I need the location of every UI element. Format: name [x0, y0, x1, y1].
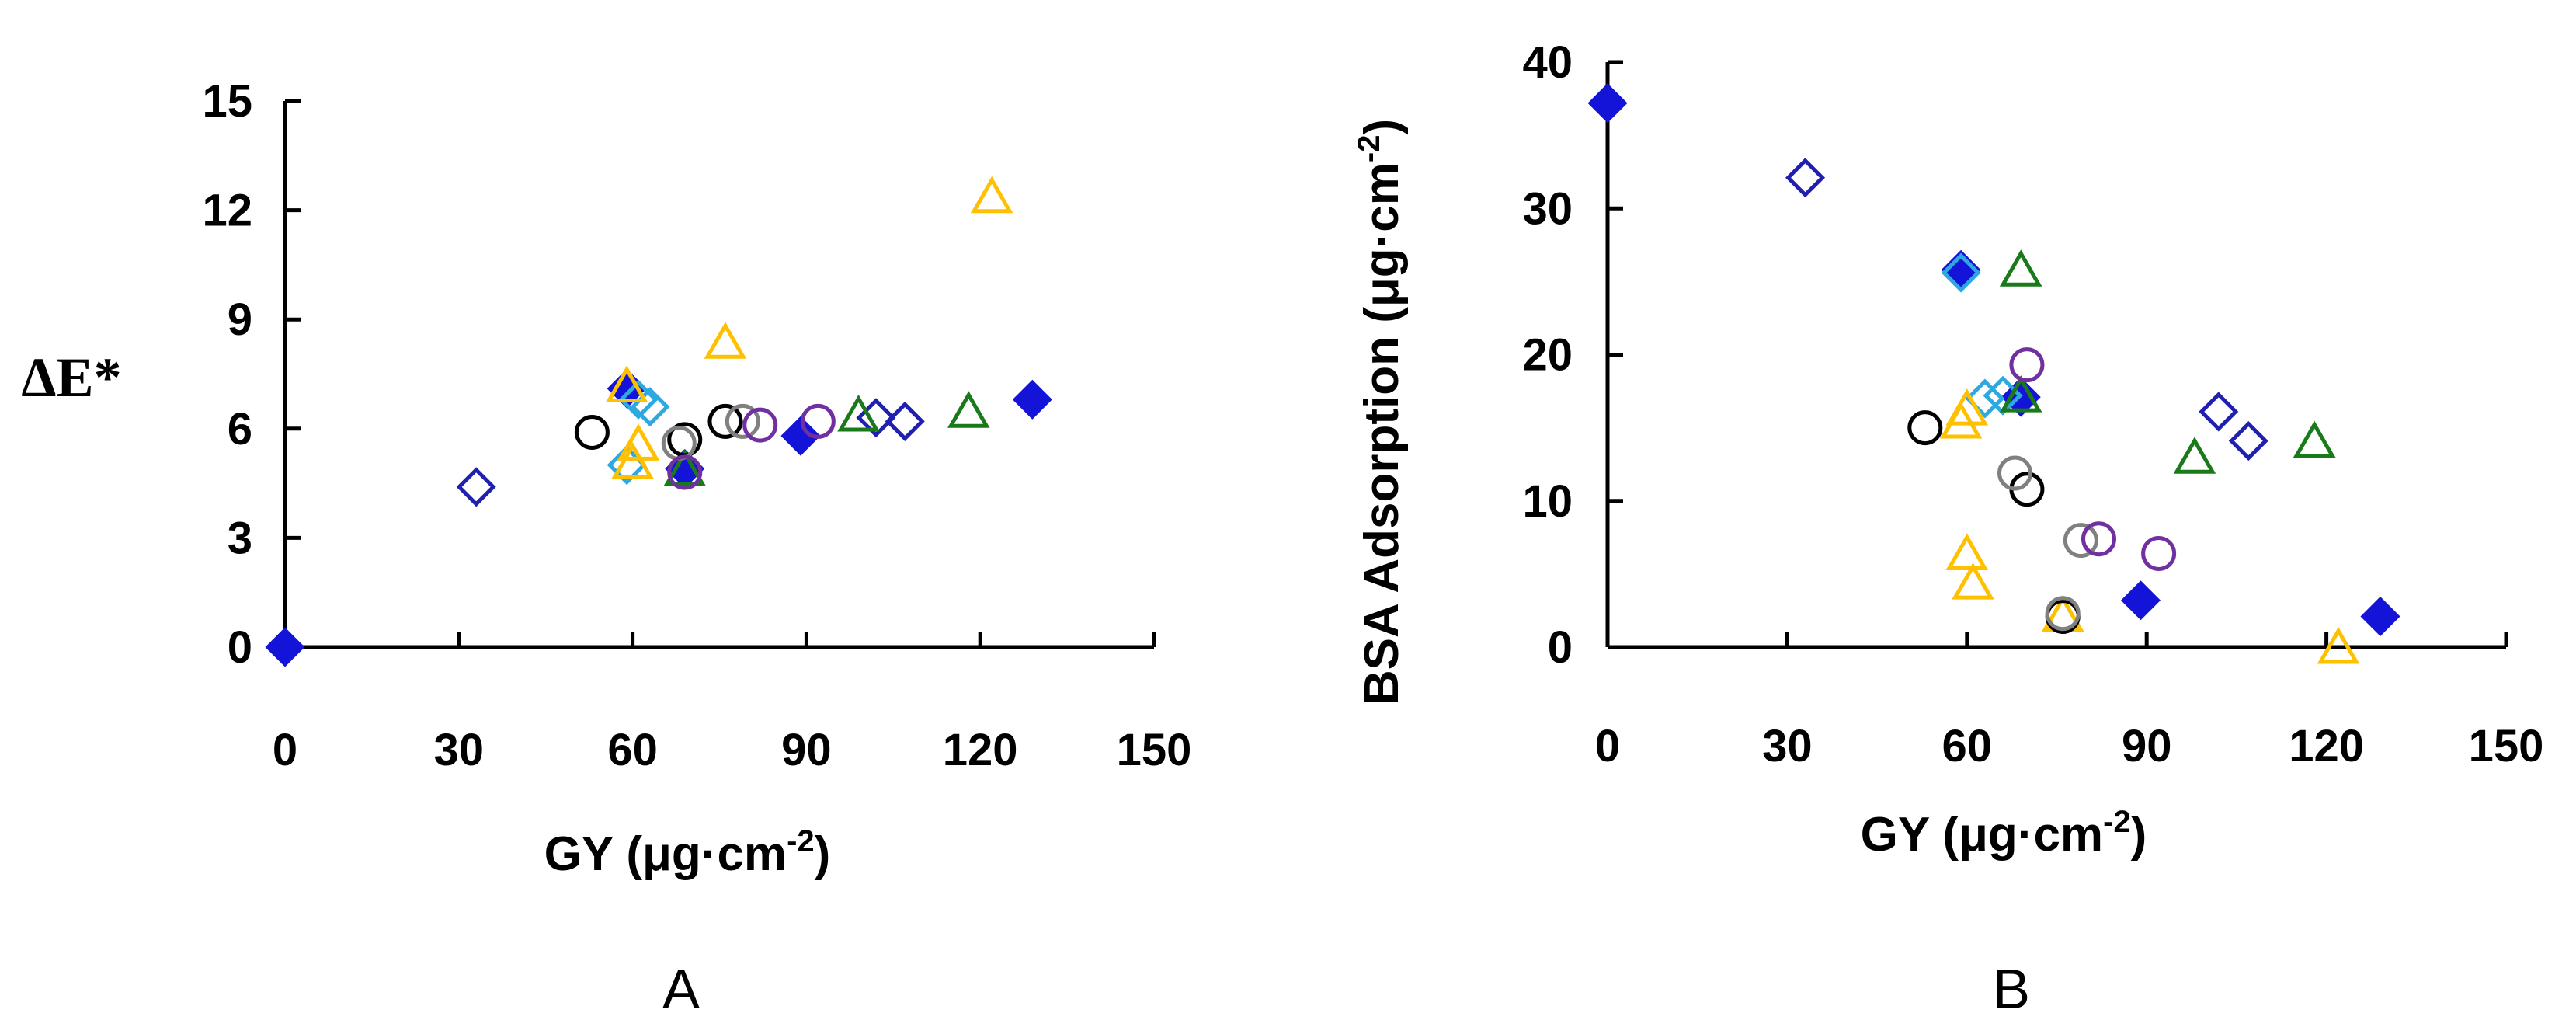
panel-a-point	[605, 365, 648, 402]
panel-b-x-tick-label: 30	[1762, 721, 1813, 771]
panel-b-point	[2081, 521, 2116, 557]
panel-b-x-tick-label: 60	[1942, 721, 1993, 771]
panel-b-point	[1952, 562, 1994, 600]
panel-b-point	[2360, 596, 2400, 637]
panel-a-point	[837, 394, 880, 432]
panel-a-y-tick-label: 12	[202, 186, 252, 236]
panel-a-scatter-chart: 0 30 60 90 120 150 0 3 6 9 12 15 ΔE* GY (μg·cm-2) A	[21, 76, 1191, 1021]
panel-a-y-tick-label: 15	[202, 76, 252, 127]
panel-a-x-tick-label: 30	[434, 725, 485, 775]
panel-b-ticks: 0 30 60 90 120 150 0 10 20 30 40	[1522, 37, 2543, 771]
panel-b-axes	[1605, 62, 2506, 649]
panel-b-scatter-chart: 0 30 60 90 120 150 0 10 20 30 40 BSA Adsorption (μ…	[1352, 37, 2543, 1021]
panel-a-y-tick-label: 3	[228, 513, 252, 563]
panel-a-ticks: 0 30 60 90 120 150 0 3 6 9 12 15	[202, 76, 1191, 775]
panel-a-point	[667, 454, 703, 490]
panel-a-label: A	[662, 959, 700, 1021]
panel-a-y-axis-label: ΔE*	[21, 346, 121, 409]
panel-b-points	[1587, 83, 2400, 664]
panel-b-x-tick-label: 0	[1595, 721, 1620, 771]
panel-b-point	[2141, 536, 2177, 572]
panel-b-point	[1999, 249, 2042, 287]
panel-a-point	[947, 391, 990, 428]
panel-b-y-tick-label: 10	[1522, 476, 1573, 527]
panel-b-y-tick-label: 30	[1522, 183, 1573, 234]
panel-a-point	[618, 379, 659, 420]
panel-b-point	[2009, 347, 2045, 383]
panel-b-y-tick-label: 0	[1548, 622, 1573, 673]
panel-a-point	[611, 441, 654, 479]
panel-a-point	[707, 403, 743, 439]
panel-a-point	[780, 416, 821, 456]
panel-a-point	[742, 407, 778, 443]
panel-b-point	[2120, 580, 2161, 621]
panel-b-y-axis-label: BSA Adsorption (μg·cm-2)	[1352, 119, 1409, 705]
panel-b-point	[1945, 388, 1989, 426]
panel-a-point	[704, 322, 747, 359]
panel-b-x-tick-label: 90	[2122, 721, 2172, 771]
panel-a-y-tick-label: 9	[228, 294, 252, 345]
panel-a-point	[800, 403, 836, 439]
panel-b-point	[1785, 158, 1826, 198]
panel-a-x-tick-label: 120	[943, 725, 1018, 775]
panel-a-point	[663, 449, 707, 486]
panel-b-x-axis-label: GY (μg·cm-2)	[1861, 805, 2147, 862]
panel-a-point	[456, 467, 496, 507]
panel-b-point	[1907, 410, 1943, 446]
panel-b-point	[1965, 378, 2005, 419]
panel-b-point	[1587, 83, 1628, 124]
panel-a-point	[1012, 379, 1052, 420]
panel-b-point	[1997, 455, 2033, 491]
panel-b-y-tick-label: 40	[1522, 37, 1573, 88]
panel-b-label: B	[1993, 959, 2030, 1021]
panel-a-y-tick-label: 0	[228, 622, 252, 673]
panel-a-points	[265, 176, 1052, 667]
panel-b-point	[2199, 392, 2239, 432]
panel-b-point	[1941, 252, 1981, 293]
panel-b-point	[1941, 249, 1981, 290]
panel-a-y-tick-label: 6	[228, 404, 252, 454]
panel-b-x-tick-label: 120	[2289, 721, 2364, 771]
panel-a-point	[265, 627, 305, 667]
panel-a-x-tick-label: 0	[273, 725, 297, 775]
panel-a-point	[885, 401, 925, 441]
panel-b-point	[2228, 421, 2268, 461]
panel-b-point	[2173, 437, 2216, 474]
panel-b-y-tick-label: 20	[1522, 330, 1573, 381]
panel-b-point	[2063, 523, 2098, 559]
panel-b-point	[1999, 375, 2042, 413]
panel-a-x-tick-label: 90	[781, 725, 832, 775]
panel-b-point	[2045, 596, 2081, 632]
panel-a-x-tick-label: 60	[607, 725, 658, 775]
panel-a-axes	[283, 101, 1154, 649]
panel-a-point	[970, 176, 1013, 214]
panel-b-x-tick-label: 150	[2469, 721, 2544, 771]
panel-a-x-axis-label: GY (μg·cm-2)	[544, 824, 831, 881]
panel-a-x-tick-label: 150	[1117, 725, 1192, 775]
panel-a-point	[574, 414, 610, 450]
panel-b-point	[2317, 626, 2360, 664]
panel-b-point	[1945, 533, 1989, 570]
panel-a-point	[725, 403, 760, 439]
panel-b-point	[2293, 420, 2336, 458]
panel-a-point	[617, 423, 660, 461]
